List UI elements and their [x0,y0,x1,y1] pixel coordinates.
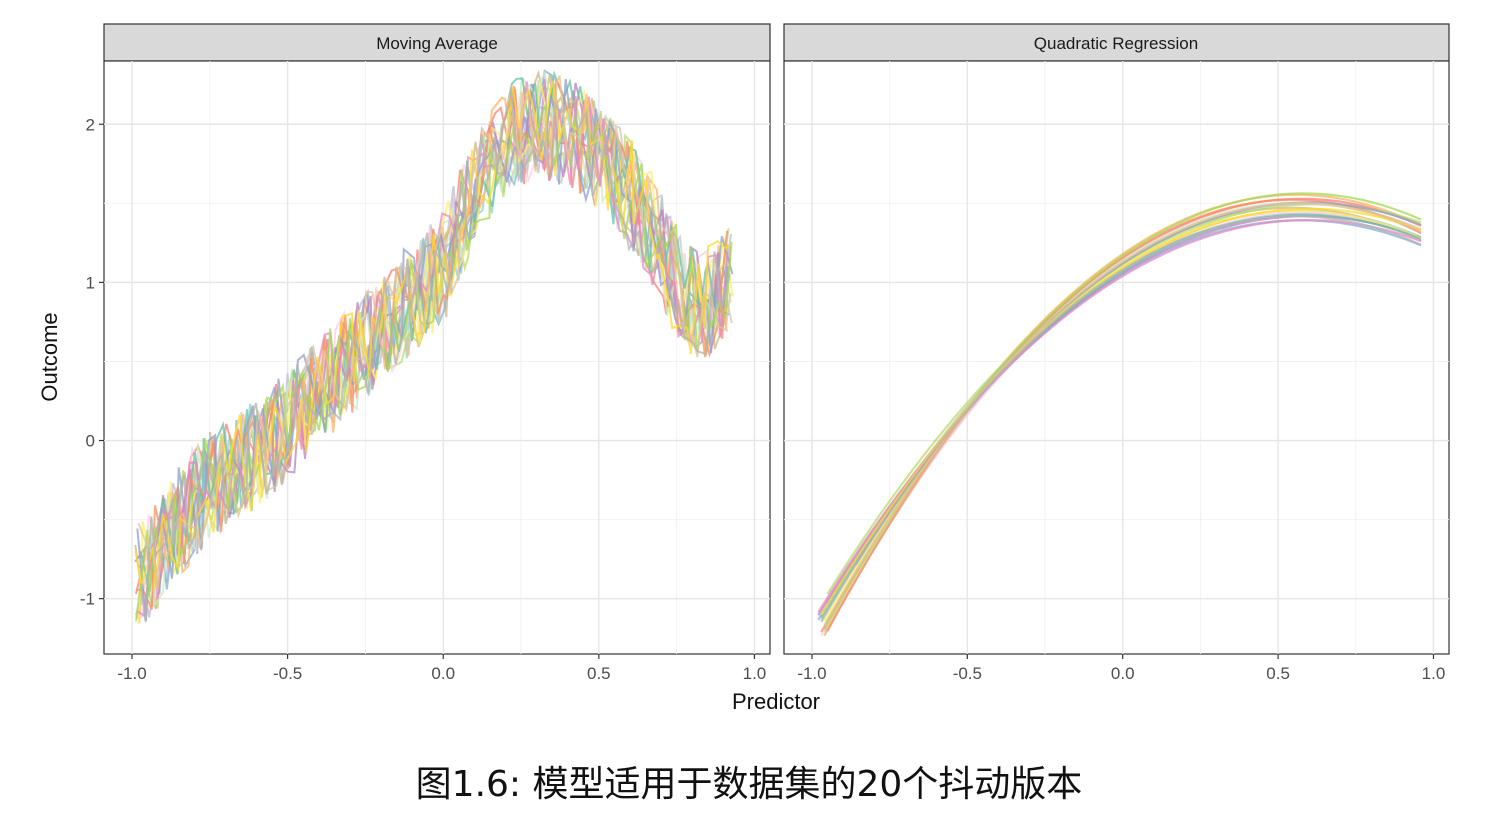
x-tick-label: 0.5 [587,664,611,683]
y-axis: -1 0 1 2 [80,115,104,609]
series-group [817,192,1422,637]
series-line [136,78,729,610]
series-line [820,207,1422,616]
x-tick-label: 1.0 [743,664,767,683]
x-tick-label: -0.5 [953,664,982,683]
panel-title: Quadratic Regression [1034,34,1198,53]
panel-strip [103,23,771,62]
x-axis: -1.0 -0.5 0.0 0.5 1.0 [797,654,1445,683]
y-tick-label: 0 [86,432,95,451]
y-axis-label: Outcome [37,312,62,401]
x-tick-label: -1.0 [117,664,146,683]
x-tick-label: -1.0 [797,664,826,683]
figure-caption: 图1.6: 模型适用于数据集的20个抖动版本 [415,764,1083,805]
x-tick-label: 0.5 [1266,664,1290,683]
y-tick-label: 2 [86,115,95,134]
series-line [823,202,1422,626]
x-tick-label: -0.5 [273,664,302,683]
y-tick-label: 1 [86,273,95,292]
series-line [135,104,733,620]
panel-strip [783,23,1450,62]
quadratic-regression-panel: Quadratic Regression -1.0 -0.5 0.0 0.5 1.0 [783,23,1450,683]
series-line [134,80,731,588]
x-axis-label: Predictor [732,689,820,714]
moving-average-panel: Moving Average -1 0 1 2 -1.0 -0.5 0.0 0.5 1.0 [80,23,771,683]
series-line [826,198,1422,632]
x-tick-label: 1.0 [1422,664,1446,683]
y-tick-label: -1 [80,590,95,609]
panel-title: Moving Average [376,34,498,53]
series-line [820,215,1422,622]
x-tick-label: 0.0 [431,664,455,683]
plot-area [103,60,771,655]
plot-area [783,60,1450,655]
series-group [134,69,734,624]
x-tick-label: 0.0 [1111,664,1135,683]
series-line [140,86,731,621]
x-axis: -1.0 -0.5 0.0 0.5 1.0 [117,654,766,683]
